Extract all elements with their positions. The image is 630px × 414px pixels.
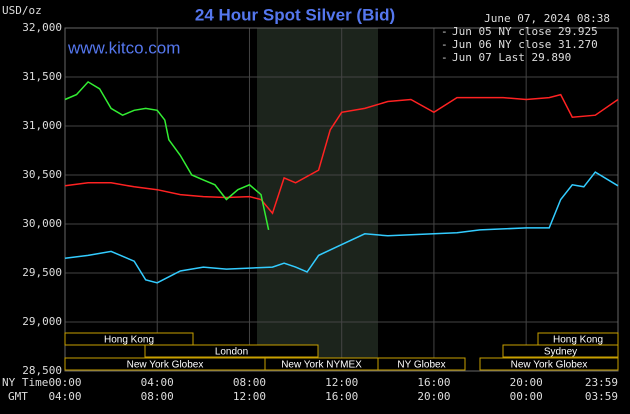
series-line (64, 171, 619, 284)
x-tick-label: 16:00 (417, 376, 450, 389)
x-tick-label: 04:00 (141, 376, 174, 389)
x2-tick-label: 03:59 (585, 390, 618, 403)
timestamp: June 07, 2024 08:38 (484, 12, 610, 25)
legend-marker: - (441, 25, 448, 38)
x2-tick-label: 00:00 (510, 390, 543, 403)
session-label: Sydney (544, 347, 577, 358)
y-tick-label: 31,000 (22, 119, 62, 132)
x2-tick-label: 08:00 (141, 390, 174, 403)
session-label: Hong Kong (553, 335, 603, 346)
x2-label: GMT (8, 390, 28, 403)
y-tick-label: 31,500 (22, 70, 62, 83)
chart-title: 24 Hour Spot Silver (Bid) (195, 5, 395, 24)
session-bar (144, 344, 319, 358)
session-label: Hong Kong (104, 335, 154, 346)
session-label: New York Globex (127, 360, 204, 371)
y-tick-label: 30,500 (22, 168, 62, 181)
y-tick-label: 28,500 (22, 364, 62, 377)
source: www.kitco.com (67, 38, 180, 57)
x-tick-label: 20:00 (510, 376, 543, 389)
legend-label: Jun 07 Last 29.890 (452, 51, 571, 64)
x2-tick-label: 12:00 (233, 390, 266, 403)
x-tick-label: 00:00 (48, 376, 81, 389)
y-label: USD/oz (2, 4, 42, 17)
session-label: NY Globex (397, 360, 445, 371)
series-line (64, 80, 270, 231)
series-line (64, 93, 619, 215)
session-bar (502, 344, 619, 358)
x2-tick-label: 20:00 (417, 390, 450, 403)
x2-tick-label: 04:00 (48, 390, 81, 403)
legend-marker: - (441, 38, 448, 51)
y-tick-label: 30,000 (22, 217, 62, 230)
y-tick-label: 29,000 (22, 315, 62, 328)
session-label: New York NYMEX (281, 360, 362, 371)
session-label: London (215, 347, 248, 358)
x-label: NY Time (2, 376, 48, 389)
legend-marker: - (441, 51, 448, 64)
x-tick-label: 23:59 (585, 376, 618, 389)
session-label: New York Globex (511, 360, 588, 371)
y-tick-label: 32,000 (22, 21, 62, 34)
legend-label: Jun 06 NY close 31.270 (452, 38, 598, 51)
session-bar (377, 357, 466, 371)
x-tick-label: 08:00 (233, 376, 266, 389)
session-bar (64, 332, 194, 346)
legend-label: Jun 05 NY close 29.925 (452, 25, 598, 38)
session-bar (479, 357, 619, 371)
plot-frame (64, 27, 619, 372)
x2-tick-label: 16:00 (325, 390, 358, 403)
y-tick-label: 29,500 (22, 266, 62, 279)
x-tick-label: 12:00 (325, 376, 358, 389)
session-shade (257, 28, 378, 371)
